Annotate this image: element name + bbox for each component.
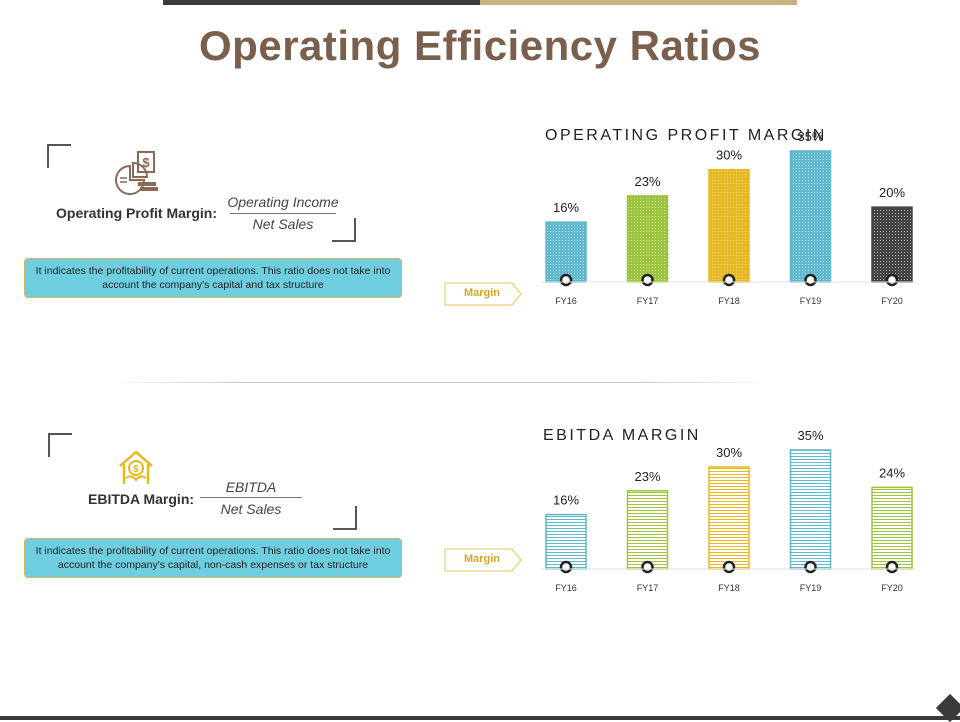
x-tick-label: FY18 bbox=[718, 583, 740, 593]
chart-title: OPERATING PROFIT MARGIN bbox=[545, 127, 827, 144]
operating-profit-margin-label: Operating Profit Margin: bbox=[56, 205, 217, 221]
bar-fy19 bbox=[789, 150, 832, 283]
bar-fy18 bbox=[708, 168, 750, 283]
svg-text:$: $ bbox=[133, 464, 139, 475]
x-tick-label: FY19 bbox=[800, 583, 822, 593]
x-tick-label: FY20 bbox=[881, 583, 903, 593]
formula-numerator: Operating Income bbox=[227, 194, 339, 210]
margin-tag-label: Margin bbox=[463, 287, 501, 299]
data-label: 35% bbox=[797, 129, 823, 144]
section-divider bbox=[110, 382, 770, 383]
bar-fy19 bbox=[789, 449, 832, 570]
frame-corner-bottom-right bbox=[332, 218, 356, 242]
bar-fy16 bbox=[545, 221, 587, 283]
frame-corner-top-left bbox=[47, 144, 71, 168]
ebitda-margin-chart: EBITDA MARGIN 16% FY16 23% FY17 30% FY18 35% FY1… bbox=[520, 420, 960, 600]
x-tick-label: FY16 bbox=[555, 583, 577, 593]
x-tick-label: FY19 bbox=[800, 296, 822, 306]
margin-tag: Margin bbox=[444, 282, 522, 306]
bottom-bar bbox=[0, 716, 960, 720]
bar-marker bbox=[885, 273, 899, 287]
data-label: 23% bbox=[634, 469, 660, 484]
data-label: 23% bbox=[634, 174, 660, 189]
bar-fy20 bbox=[871, 206, 913, 283]
money-hand-house-icon: $ bbox=[116, 448, 156, 488]
data-label: 20% bbox=[879, 185, 905, 200]
bar-marker bbox=[722, 273, 736, 287]
bar-fy20 bbox=[871, 486, 913, 570]
data-label: 16% bbox=[553, 200, 579, 215]
pie-chart-money-icon: $ bbox=[108, 148, 160, 196]
bar-marker bbox=[885, 560, 899, 574]
top-accent-bar-gold bbox=[480, 0, 797, 5]
x-tick-label: FY17 bbox=[637, 296, 659, 306]
formula-denominator: Net Sales bbox=[252, 216, 314, 232]
top-accent-bar-dark bbox=[163, 0, 480, 5]
data-label: 16% bbox=[553, 493, 579, 508]
bar-marker bbox=[804, 273, 817, 287]
operating-profit-margin-chart: OPERATING PROFIT MARGIN 16% FY16 23% FY17 30%… bbox=[520, 120, 960, 315]
formula-divider bbox=[230, 213, 336, 214]
bar-fy17 bbox=[626, 490, 669, 570]
data-label: 30% bbox=[716, 445, 742, 460]
x-tick-label: FY18 bbox=[718, 296, 740, 306]
chart-title: EBITDA MARGIN bbox=[543, 427, 701, 444]
bar-fy17 bbox=[626, 195, 669, 283]
bar-marker bbox=[641, 273, 654, 287]
margin-tag: Margin bbox=[444, 548, 522, 572]
data-label: 35% bbox=[797, 428, 823, 443]
description-box: It indicates the profitability of curren… bbox=[24, 258, 402, 298]
bar-marker bbox=[559, 560, 573, 574]
page-title: Operating Efficiency Ratios bbox=[199, 22, 761, 69]
formula-denominator: Net Sales bbox=[220, 501, 282, 517]
svg-text:$: $ bbox=[142, 155, 150, 170]
x-tick-label: FY20 bbox=[881, 296, 903, 306]
data-label: 24% bbox=[879, 465, 905, 480]
x-tick-label: FY17 bbox=[637, 583, 659, 593]
bar-fy18 bbox=[708, 466, 750, 570]
bar-marker bbox=[641, 560, 654, 574]
x-tick-label: FY16 bbox=[555, 296, 577, 306]
bar-marker bbox=[722, 560, 736, 574]
description-box: It indicates the profitability of curren… bbox=[24, 538, 402, 578]
bar-marker bbox=[804, 560, 817, 574]
margin-tag-label: Margin bbox=[463, 553, 501, 565]
formula-divider bbox=[200, 497, 302, 498]
bar-marker bbox=[559, 273, 573, 287]
frame-corner-bottom-right bbox=[333, 506, 357, 530]
bar-fy16 bbox=[545, 513, 587, 570]
ebitda-margin-label: EBITDA Margin: bbox=[88, 491, 195, 507]
frame-corner-top-left bbox=[48, 433, 72, 457]
data-label: 30% bbox=[716, 148, 742, 163]
formula-numerator: EBITDA bbox=[225, 479, 277, 495]
